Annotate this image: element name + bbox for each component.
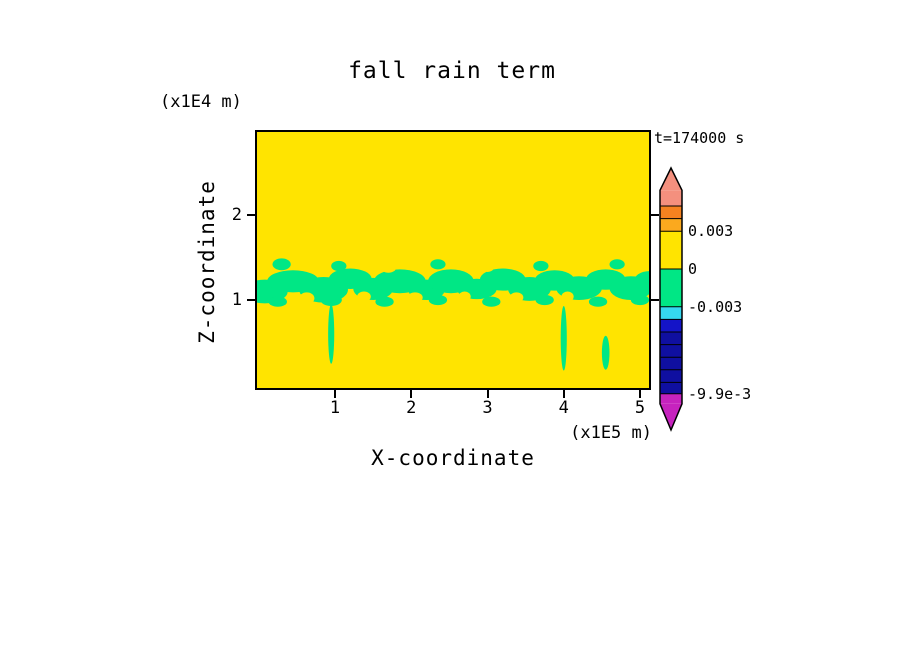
- negative-region-blob: [268, 296, 287, 307]
- positive-notch: [357, 291, 371, 302]
- y-tick-label: 2: [231, 205, 242, 225]
- positive-notch: [299, 292, 315, 305]
- x-axis-tick: [639, 390, 641, 398]
- negative-region-blob: [375, 296, 394, 307]
- colorbar-outline: [659, 166, 683, 432]
- heatmap-field: [255, 130, 651, 390]
- negative-region-blob: [601, 335, 610, 370]
- colorbar-segment: [660, 206, 682, 219]
- negative-region-blob: [588, 296, 608, 307]
- negative-region-blob: [430, 259, 446, 270]
- positive-notch: [481, 263, 494, 272]
- y-axis-tick-left: [247, 214, 255, 216]
- negative-region-blob: [630, 294, 650, 306]
- y-axis-tick-left: [247, 299, 255, 301]
- x-tick-label: 3: [482, 398, 493, 418]
- negative-region-blob: [633, 271, 651, 292]
- plot-title: fall rain term: [348, 58, 556, 84]
- y-tick-label: 1: [231, 290, 242, 310]
- x-axis-unit: (x1E5 m): [570, 423, 652, 443]
- colorbar-label: 0.003: [688, 222, 734, 241]
- negative-region-blob: [482, 296, 501, 307]
- colorbar-segment: [660, 332, 682, 394]
- x-axis-tick: [486, 390, 489, 398]
- field-background: [255, 130, 651, 390]
- colorbar-segment: [660, 319, 682, 332]
- negative-region-blob: [533, 260, 549, 272]
- positive-notch: [561, 291, 574, 302]
- negative-region-blob: [320, 294, 342, 306]
- x-tick-label: 5: [634, 398, 646, 418]
- x-tick-label: 2: [406, 398, 417, 418]
- colorbar-label: 0: [688, 260, 698, 278]
- colorbar-top-arrow: [660, 168, 682, 191]
- colorbar-segment: [660, 190, 682, 206]
- y-axis-label: Z-coordinate: [195, 180, 219, 344]
- colorbar-segment: [660, 269, 682, 307]
- x-axis-label: X-coordinate: [371, 446, 535, 470]
- positive-notch: [380, 262, 396, 273]
- colorbar-segment: [660, 218, 682, 232]
- negative-region-blob: [560, 305, 567, 371]
- negative-region-blob: [272, 258, 291, 271]
- colorbar-segment: [660, 306, 682, 320]
- colorbar-bottom-arrow: [660, 403, 682, 430]
- negative-region-blob: [428, 294, 448, 306]
- negative-region-blob: [331, 260, 347, 272]
- colorbar-label: -9.9e-3: [688, 384, 752, 403]
- y-axis-unit: (x1E4 m): [160, 92, 242, 112]
- y-axis-tick-right: [651, 299, 659, 301]
- negative-region-blob: [328, 304, 335, 364]
- colorbar-segment: [660, 231, 682, 269]
- positive-notch: [509, 292, 524, 303]
- negative-region-blob: [535, 294, 554, 306]
- plot-frame: [255, 130, 651, 390]
- y-axis-tick-right: [651, 214, 659, 216]
- x-axis-tick: [334, 390, 336, 398]
- colorbar-segment: [660, 393, 682, 404]
- negative-region-blob: [609, 259, 625, 270]
- colorbar: [659, 166, 683, 432]
- positive-notch: [407, 292, 423, 303]
- x-axis-tick: [562, 390, 565, 398]
- time-label: t=174000 s: [654, 129, 745, 147]
- x-tick-label: 4: [558, 398, 569, 418]
- x-axis-tick: [410, 390, 413, 398]
- colorbar-label: -0.003: [688, 297, 743, 316]
- positive-notch: [458, 291, 471, 302]
- positive-notch: [583, 263, 598, 272]
- x-tick-label: 1: [329, 398, 341, 418]
